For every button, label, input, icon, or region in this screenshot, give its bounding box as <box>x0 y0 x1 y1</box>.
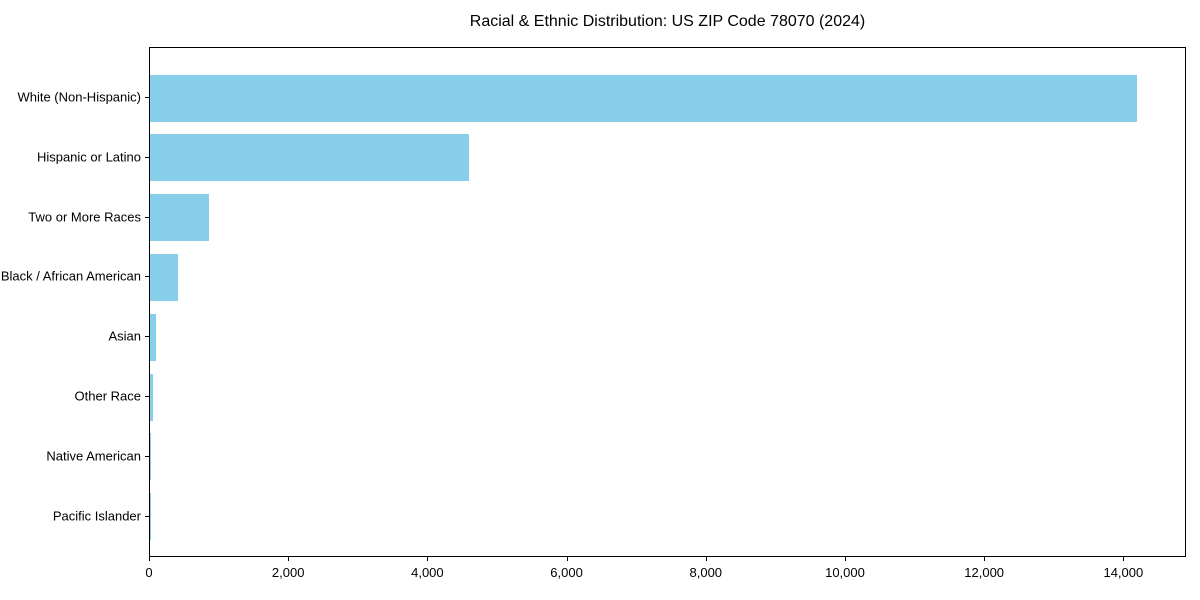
bar-two-or-more-races <box>150 194 209 242</box>
y-axis-label: Black / African American <box>0 268 141 284</box>
x-tick-mark <box>566 557 568 561</box>
bar-other-race <box>150 373 153 421</box>
x-tick-label: 6,000 <box>550 565 583 580</box>
y-axis-label: Pacific Islander <box>52 508 141 524</box>
y-axis-label: Native American <box>46 448 141 464</box>
bar-white-non-hispanic <box>150 74 1137 122</box>
x-tick-mark <box>288 557 290 561</box>
x-tick-mark <box>149 557 150 561</box>
y-tick-mark <box>145 515 149 517</box>
x-tick-mark <box>427 557 429 561</box>
x-tick-label: 4,000 <box>411 565 444 580</box>
bar-hispanic-or-latino <box>150 134 469 182</box>
x-tick-mark <box>984 557 986 561</box>
y-tick-mark <box>145 276 149 278</box>
y-axis-label: Asian <box>108 328 141 344</box>
y-tick-mark <box>145 216 149 218</box>
bar-black-african-american <box>150 253 179 301</box>
x-tick-label: 14,000 <box>1103 565 1144 580</box>
y-axis-label: Two or More Races <box>28 209 141 225</box>
bar-asian <box>150 313 157 361</box>
x-tick-mark <box>844 557 846 561</box>
plot-area <box>149 47 1186 557</box>
y-tick-mark <box>145 97 149 98</box>
bar-native-american <box>150 433 152 481</box>
x-tick-label: 0 <box>145 565 153 580</box>
y-tick-mark <box>145 455 149 457</box>
x-tick-mark <box>1123 557 1125 561</box>
y-tick-mark <box>145 336 149 338</box>
y-tick-mark <box>145 156 149 158</box>
x-tick-label: 12,000 <box>964 565 1005 580</box>
chart-title: Racial & Ethnic Distribution: US ZIP Cod… <box>469 13 866 30</box>
y-axis-label: Other Race <box>74 388 141 404</box>
x-tick-label: 2,000 <box>271 565 305 580</box>
y-axis-label: White (Non-Hispanic) <box>17 89 141 105</box>
x-tick-label: 8,000 <box>689 565 723 580</box>
y-axis-label: Hispanic or Latino <box>36 149 141 165</box>
x-tick-mark <box>705 557 707 561</box>
x-tick-label: 10,000 <box>825 565 865 580</box>
y-tick-mark <box>145 396 149 397</box>
